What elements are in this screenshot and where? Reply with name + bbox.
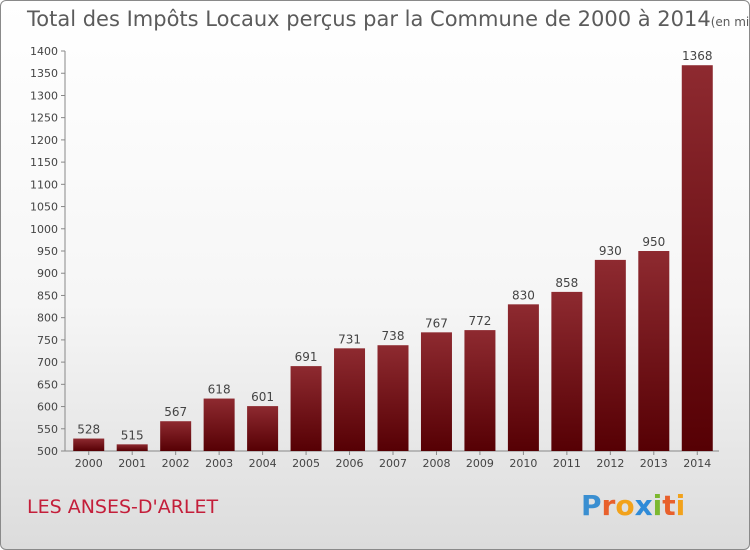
x-tick-label: 2014 [683, 457, 711, 470]
y-tick-label: 1250 [30, 112, 58, 125]
chart-title-unit: (en milliers d'€) [710, 15, 750, 29]
y-tick-label: 1400 [30, 45, 58, 58]
bar [377, 345, 409, 451]
x-tick-label: 2001 [118, 457, 146, 470]
x-tick-label: 2004 [249, 457, 277, 470]
bar [638, 251, 670, 451]
logo-letter: t [662, 489, 676, 522]
logo-letter: P [581, 489, 602, 522]
bar [160, 421, 192, 451]
y-tick-label: 850 [37, 289, 58, 302]
data-label: 830 [512, 288, 535, 302]
x-tick-label: 2008 [422, 457, 450, 470]
y-tick-label: 1300 [30, 89, 58, 102]
chart-title-text: Total des Impôts Locaux perçus par la Co… [27, 7, 711, 31]
bar [290, 366, 322, 451]
data-label: 731 [338, 332, 361, 346]
bar [420, 332, 452, 451]
data-label: 691 [295, 350, 318, 364]
data-label: 772 [468, 314, 491, 328]
x-tick-label: 2012 [596, 457, 624, 470]
data-label: 738 [382, 329, 405, 343]
bar [594, 259, 626, 451]
y-tick-label: 700 [37, 356, 58, 369]
data-label: 528 [77, 423, 100, 437]
data-label: 601 [251, 390, 274, 404]
y-tick-label: 800 [37, 312, 58, 325]
logo-letter: r [601, 489, 616, 522]
y-tick-label: 950 [37, 245, 58, 258]
bar [507, 304, 539, 451]
x-tick-label: 2007 [379, 457, 407, 470]
commune-name: LES ANSES-D'ARLET [27, 496, 219, 518]
bar [203, 398, 235, 451]
data-label: 567 [164, 405, 187, 419]
x-tick-label: 2013 [640, 457, 668, 470]
x-tick-label: 2009 [466, 457, 494, 470]
x-tick-label: 2003 [205, 457, 233, 470]
bar [116, 444, 148, 451]
y-tick-label: 1150 [30, 156, 58, 169]
data-label: 767 [425, 316, 448, 330]
y-tick-label: 900 [37, 267, 58, 280]
y-tick-label: 650 [37, 378, 58, 391]
bar [681, 65, 713, 451]
x-tick-label: 2002 [162, 457, 190, 470]
bar [73, 438, 105, 451]
y-tick-label: 750 [37, 334, 58, 347]
data-label: 618 [208, 383, 231, 397]
data-label: 930 [599, 244, 622, 258]
y-tick-label: 1200 [30, 134, 58, 147]
chart-title: Total des Impôts Locaux perçus par la Co… [27, 7, 750, 31]
logo-letter: i [652, 489, 663, 522]
y-tick-label: 550 [37, 423, 58, 436]
data-label: 1368 [682, 49, 713, 63]
x-tick-label: 2006 [336, 457, 364, 470]
bar [247, 406, 279, 451]
proxiti-logo: Proxiti [581, 489, 685, 522]
y-tick-label: 1100 [30, 178, 58, 191]
data-label: 515 [121, 428, 144, 442]
data-label: 950 [642, 235, 665, 249]
y-tick-label: 1000 [30, 223, 58, 236]
data-label: 858 [555, 276, 578, 290]
x-tick-label: 2000 [75, 457, 103, 470]
y-tick-label: 1050 [30, 201, 58, 214]
logo-letter: i [675, 489, 686, 522]
y-tick-label: 1350 [30, 67, 58, 80]
y-tick-label: 500 [37, 445, 58, 458]
bar [334, 348, 366, 451]
bar [464, 330, 496, 451]
x-tick-label: 2010 [509, 457, 537, 470]
logo-letter: x [634, 489, 653, 522]
x-tick-label: 2011 [553, 457, 581, 470]
bar [551, 291, 583, 451]
x-tick-label: 2005 [292, 457, 320, 470]
logo-letter: o [615, 489, 635, 522]
y-tick-label: 600 [37, 401, 58, 414]
